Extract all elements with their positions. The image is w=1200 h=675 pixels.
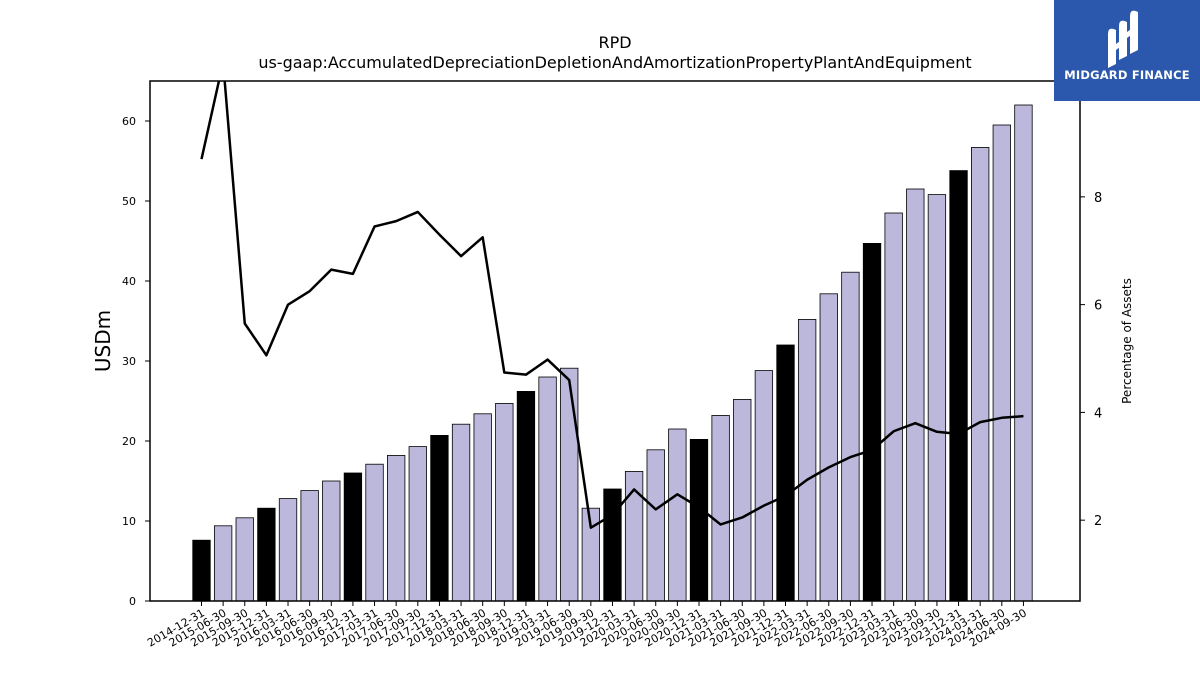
y2-tick-label: 8 — [1094, 191, 1102, 206]
bar-2021-03-31 — [711, 414, 730, 602]
bar-2021-09-30 — [754, 370, 774, 602]
bar-2022-06-30 — [819, 293, 838, 602]
bar-2016-12-31 — [343, 472, 363, 602]
bar-2017-12-31 — [430, 434, 449, 602]
bar-2016-03-31 — [278, 498, 298, 602]
percentage-of-assets-line — [200, 81, 1024, 529]
bar-2015-12-31 — [257, 507, 276, 602]
y2-tick-label: 6 — [1094, 299, 1102, 314]
y-tick-label: 60 — [122, 115, 136, 128]
y-tick-label: 30 — [122, 355, 136, 368]
bar-2023-12-31 — [949, 170, 968, 602]
bar-2015-06-30 — [213, 525, 233, 602]
bar-2018-06-30 — [473, 413, 492, 602]
y2-tick-label: 4 — [1094, 406, 1102, 421]
y-tick-label: 10 — [122, 515, 136, 528]
bar-2016-09-30 — [322, 480, 341, 602]
bar-2020-09-30 — [668, 428, 687, 602]
bar-2016-06-30 — [300, 490, 319, 602]
bar-2022-12-31 — [862, 242, 882, 602]
bar-2022-03-31 — [797, 318, 817, 602]
y-tick-label: 50 — [122, 195, 136, 208]
y-tick-label: 0 — [129, 595, 136, 608]
y-tick-label: 40 — [122, 275, 136, 288]
bar-2022-09-30 — [841, 271, 860, 602]
bar-2020-12-31 — [689, 438, 709, 602]
line-group — [200, 81, 1024, 529]
plot-frame — [149, 80, 1081, 602]
chart-title: RPD — [598, 33, 631, 52]
bar-2018-12-31 — [516, 390, 536, 602]
x-axis-ticks: 2014-12-312015-06-302015-09-302015-12-31… — [145, 601, 1029, 650]
bar-2019-06-30 — [560, 367, 579, 602]
bar-2024-03-31 — [971, 146, 990, 602]
logo-name: MIDGARD FINANCE — [1064, 68, 1190, 82]
bar-2019-03-31 — [538, 376, 557, 602]
midgard-finance-logo: MIDGARD FINANCE — [1054, 0, 1200, 101]
y2-axis-label: Percentage of Assets — [1120, 278, 1134, 404]
chart-subtitle: us-gaap:AccumulatedDepreciationDepletion… — [258, 53, 971, 72]
bar-2018-03-31 — [451, 423, 471, 602]
bar-2023-09-30 — [927, 194, 947, 602]
bar-2017-09-30 — [408, 446, 427, 602]
bar-2023-06-30 — [906, 188, 925, 602]
bar-2020-06-30 — [646, 449, 665, 602]
bar-2024-06-30 — [992, 124, 1011, 602]
bar-2024-09-30 — [1014, 104, 1033, 602]
y-tick-label: 20 — [122, 435, 136, 448]
bars-group — [192, 104, 1033, 602]
y-axis-ticks: 0 10 20 30 40 50 60 — [122, 115, 150, 608]
bar-2017-06-30 — [387, 454, 406, 602]
bar-2018-09-30 — [495, 402, 514, 602]
y-axis-label: USDm — [91, 310, 115, 372]
bar-2023-03-31 — [884, 212, 903, 602]
bar-2021-06-30 — [733, 398, 752, 602]
y2-tick-label: 2 — [1094, 514, 1102, 529]
y2-axis-ticks: 2 4 6 8 — [1080, 191, 1102, 529]
bar-2014-12-31 — [192, 539, 211, 602]
bar-2015-09-30 — [235, 517, 254, 602]
bar-2017-03-31 — [365, 463, 384, 602]
midgard-m-logo-icon — [1108, 10, 1138, 69]
bar-2021-12-31 — [776, 344, 795, 602]
